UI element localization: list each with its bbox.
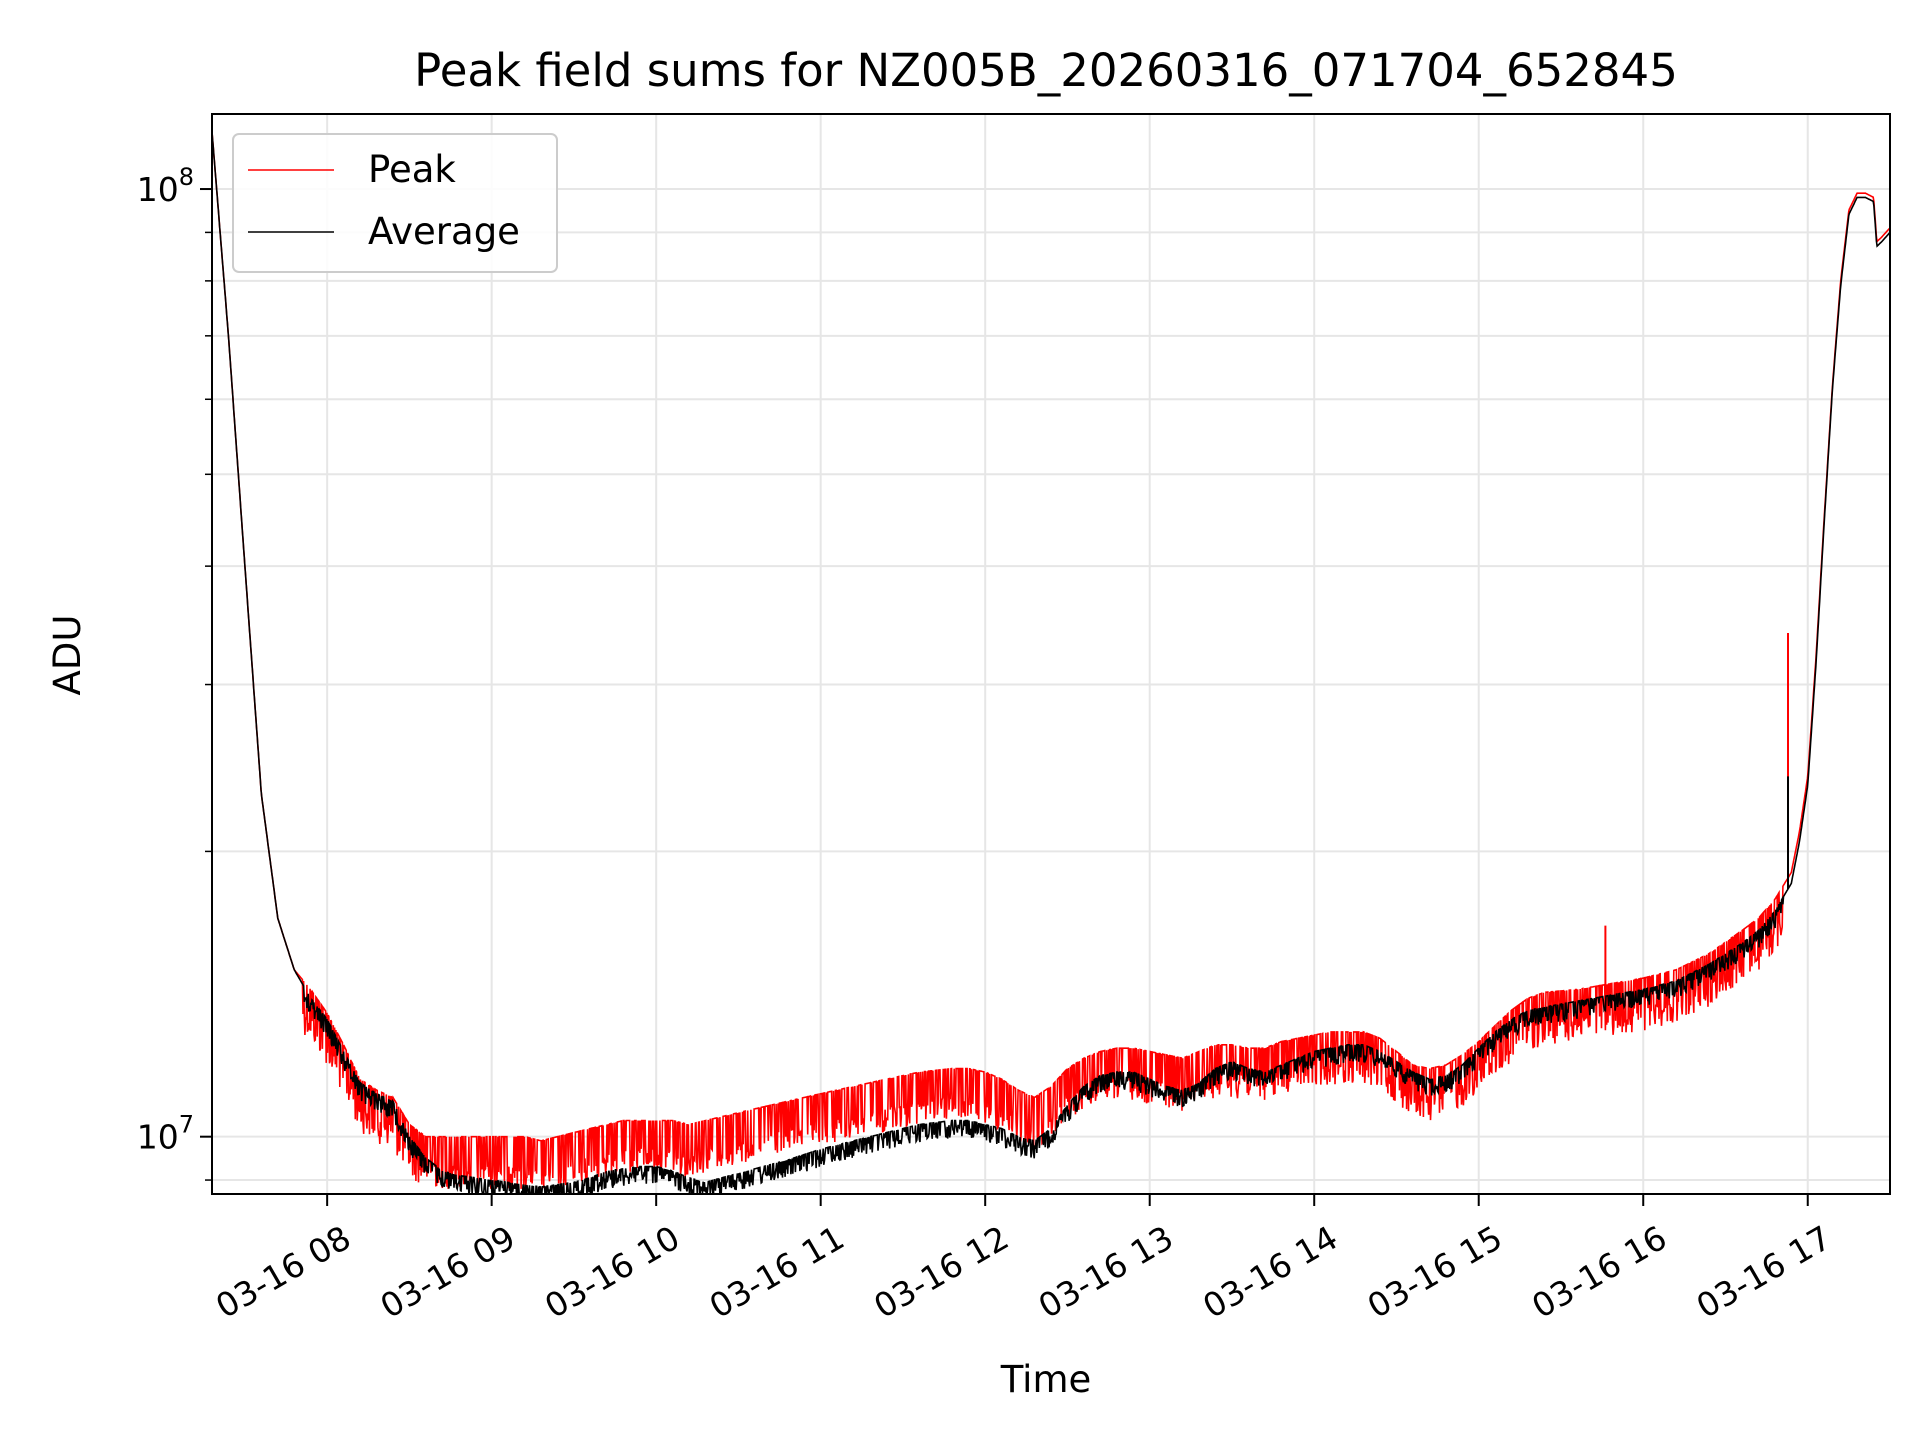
grid	[212, 114, 1890, 1194]
legend: Peak Average	[232, 133, 558, 273]
legend-label-average: Average	[368, 210, 520, 253]
y-tick-label: 108	[137, 163, 194, 209]
series-layer	[212, 131, 1890, 1194]
series-line-average	[212, 131, 1890, 1194]
y-tick-label: 107	[137, 1111, 194, 1157]
series-line-peak	[212, 131, 1890, 1189]
legend-box	[232, 133, 558, 273]
plot-frame	[211, 113, 1891, 1195]
legend-label-peak: Peak	[368, 148, 456, 191]
chart-title: Peak field sums for NZ005B_20260316_0717…	[414, 44, 1678, 97]
x-axis-label: Time	[1000, 1358, 1092, 1401]
y-axis-label: ADU	[46, 615, 89, 696]
